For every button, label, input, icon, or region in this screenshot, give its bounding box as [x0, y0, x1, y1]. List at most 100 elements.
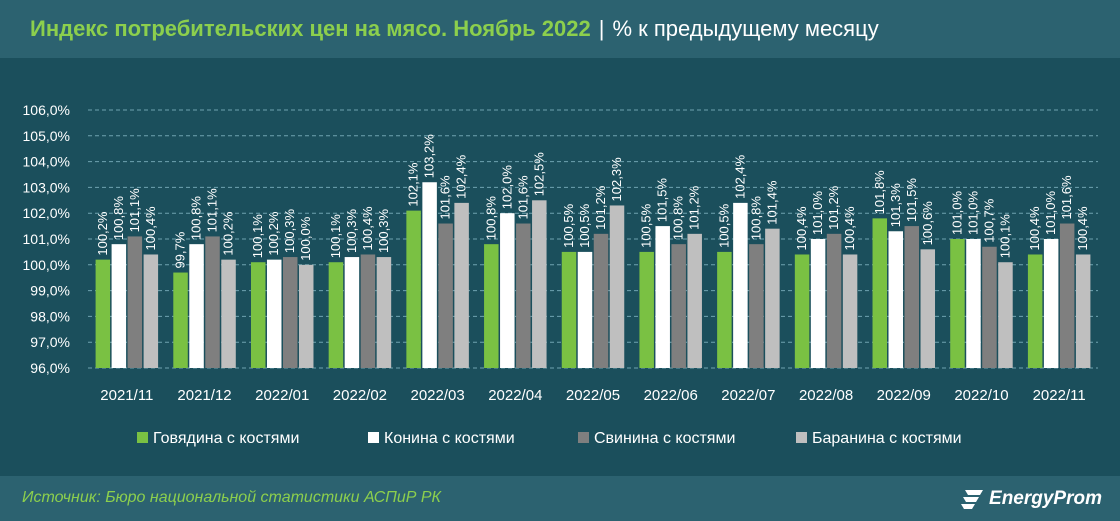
bar [328, 262, 344, 368]
data-label: 100,1% [250, 214, 265, 259]
bar [500, 213, 515, 368]
bar [111, 244, 127, 368]
data-label: 100,8% [748, 196, 763, 241]
data-label: 101,1% [205, 188, 220, 233]
bar [484, 244, 499, 368]
y-tick-label: 99,0% [30, 283, 70, 299]
data-label: 100,6% [920, 201, 935, 246]
bar [593, 233, 609, 368]
legend-label: Конина с костями [384, 430, 515, 447]
data-label: 100,5% [577, 203, 592, 248]
data-label: 102,4% [454, 154, 469, 199]
bar [250, 262, 266, 368]
x-tick-label: 2022/01 [255, 387, 309, 404]
data-label: 101,0% [1043, 190, 1058, 235]
bar [794, 254, 810, 368]
bar [376, 257, 392, 368]
bar [189, 244, 204, 368]
bar [609, 205, 625, 368]
data-label: 100,4% [794, 206, 809, 251]
bar [532, 200, 547, 368]
data-label: 99,7% [173, 231, 188, 268]
bar [344, 257, 360, 368]
data-label: 100,1% [997, 214, 1012, 259]
data-label: 100,7% [981, 198, 996, 243]
bar [406, 210, 421, 368]
legend-label: Свинина с костями [594, 430, 735, 447]
data-label: 103,2% [422, 134, 437, 179]
data-label: 100,8% [189, 196, 204, 241]
y-axis: 96,0% 97,0% 98,0% 99,0% 100,0% 101,0% 102,0% 10… [23, 102, 70, 376]
energyprom-logo: EnergyProm [959, 484, 1102, 514]
bar [1059, 223, 1075, 368]
y-tick-label: 106,0% [23, 102, 70, 118]
legend-swatch [796, 432, 807, 443]
logo-text: EnergyProm [989, 488, 1102, 509]
bar [127, 236, 143, 368]
data-label: 100,5% [561, 203, 576, 248]
legend-label: Говядина с костями [153, 430, 299, 447]
data-label: 101,4% [764, 180, 779, 225]
data-label: 100,8% [111, 196, 126, 241]
data-label: 100,4% [1075, 206, 1090, 251]
bar [1075, 254, 1091, 368]
data-label: 102,5% [531, 152, 546, 197]
x-tick-label: 2022/06 [644, 387, 698, 404]
bar [872, 218, 888, 368]
data-label: 100,4% [1027, 206, 1042, 251]
bar [438, 223, 453, 368]
data-label: 100,4% [143, 206, 158, 251]
bar [765, 228, 780, 368]
y-tick-label: 102,0% [23, 205, 70, 221]
bar [920, 249, 936, 368]
legend-swatch [578, 432, 589, 443]
bar [561, 251, 577, 368]
data-label: 101,6% [438, 175, 453, 220]
data-label: 101,1% [127, 188, 142, 233]
data-label: 101,0% [949, 190, 964, 235]
header-bar: Индекс потребительских цен на мясо. Нояб… [0, 0, 1120, 58]
bar [950, 239, 965, 368]
bar [888, 231, 904, 368]
data-label: 100,2% [221, 211, 236, 256]
data-label: 101,0% [810, 190, 825, 235]
bar [639, 251, 654, 368]
y-tick-label: 100,0% [23, 257, 70, 273]
x-tick-label: 2022/09 [877, 387, 931, 404]
data-label: 100,8% [671, 196, 686, 241]
data-label: 100,4% [842, 206, 857, 251]
legend: Говядина с костями Конина с костями Свинин… [137, 430, 962, 447]
chart-title: Индекс потребительских цен на мясо. Нояб… [30, 16, 879, 42]
bar [655, 226, 670, 368]
bar [282, 257, 298, 368]
data-label: 100,0% [298, 216, 313, 261]
data-label: 101,6% [515, 175, 530, 220]
data-label: 101,0% [965, 190, 980, 235]
data-label: 101,2% [593, 185, 608, 230]
bar [671, 244, 686, 368]
bar [842, 254, 858, 368]
gridlines [88, 109, 1098, 369]
data-label: 101,6% [1059, 175, 1074, 220]
bar [904, 226, 920, 368]
data-label: 102,1% [406, 162, 421, 207]
x-tick-label: 2022/07 [721, 387, 775, 404]
data-label: 102,0% [499, 165, 514, 210]
x-tick-label: 2022/02 [333, 387, 387, 404]
bar [749, 244, 764, 368]
bar [810, 239, 826, 368]
x-tick-label: 2022/03 [410, 387, 464, 404]
logo-mark-icon [961, 490, 984, 509]
x-tick-label: 2022/05 [566, 387, 620, 404]
bar-chart: 96,0%97,0%98,0%99,0%100,0%101,0%102,0%10… [23, 102, 1098, 447]
bar [998, 262, 1013, 368]
bar [173, 272, 188, 368]
data-label: 100,2% [266, 211, 281, 256]
bar [143, 254, 159, 368]
bar [454, 202, 469, 368]
y-tick-label: 105,0% [23, 128, 70, 144]
bar [221, 259, 236, 368]
data-label: 101,8% [872, 170, 887, 215]
bar [1043, 239, 1059, 368]
